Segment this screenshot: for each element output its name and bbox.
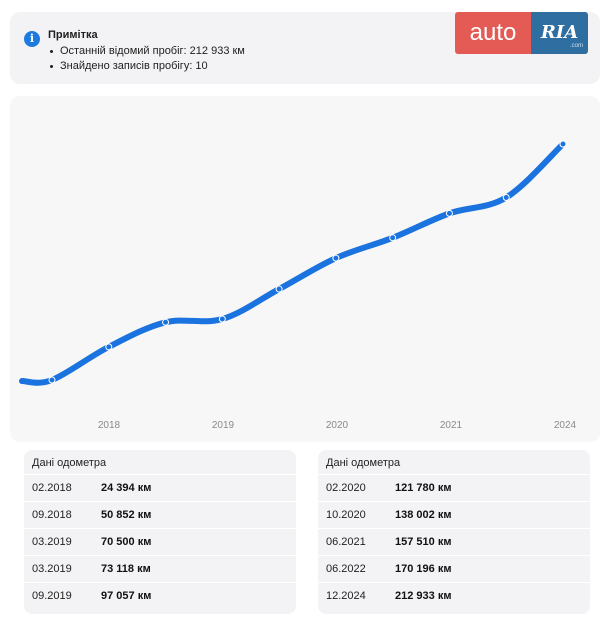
data-point-06.2021[interactable] — [445, 209, 453, 217]
table-row: 09.2019 97 057 км — [24, 582, 296, 609]
odometer-table-right: Дані одометра 02.2020 121 780 км 10.2020 1… — [318, 450, 590, 614]
note-item-last-mileage: Останній відомий пробіг: 212 933 км — [48, 44, 245, 59]
table-header: Дані одометра — [32, 457, 107, 469]
data-point-02.2018[interactable] — [48, 376, 56, 384]
x-tick-label: 2019 — [212, 420, 235, 431]
logo-ria-text: RIA .com — [531, 12, 588, 54]
row-date: 10.2020 — [326, 509, 366, 521]
table-row: 02.2018 24 394 км — [24, 474, 296, 501]
mileage-series-line — [19, 141, 566, 386]
table-row: 06.2022 170 196 км — [318, 555, 590, 582]
x-tick-label: 2021 — [440, 420, 463, 431]
row-mileage: 50 852 км — [101, 509, 152, 521]
table-row: 02.2020 121 780 км — [318, 474, 590, 501]
data-point-06.2022[interactable] — [502, 193, 510, 201]
mileage-chart: 2018 2019 2020 2021 2024 — [10, 96, 600, 442]
odometer-table-left: Дані одометра 02.2018 24 394 км 09.2018 50… — [24, 450, 296, 614]
data-point-09.2019[interactable] — [275, 285, 283, 293]
data-point-12.2024[interactable] — [559, 140, 567, 148]
row-date: 02.2018 — [32, 482, 72, 494]
row-date: 12.2024 — [326, 590, 366, 602]
table-row: 03.2019 73 118 км — [24, 555, 296, 582]
row-mileage: 170 196 км — [395, 563, 452, 575]
row-date: 09.2019 — [32, 590, 72, 602]
mileage-points — [48, 140, 567, 384]
row-mileage: 212 933 км — [395, 590, 452, 602]
note-title: Примітка — [48, 29, 98, 41]
logo-com-text: .com — [569, 43, 583, 49]
row-mileage: 97 057 км — [101, 590, 152, 602]
table-row: 03.2019 70 500 км — [24, 528, 296, 555]
x-axis-ticks: 2018 2019 2020 2021 2024 — [98, 420, 577, 431]
note-item-records-count: Знайдено записів пробігу: 10 — [48, 59, 245, 74]
row-date: 03.2019 — [32, 563, 72, 575]
table-row: 06.2021 157 510 км — [318, 528, 590, 555]
table-row: 10.2020 138 002 км — [318, 501, 590, 528]
note-list: Останній відомий пробіг: 212 933 км Знай… — [48, 44, 245, 74]
row-date: 09.2018 — [32, 509, 72, 521]
x-tick-label: 2020 — [326, 420, 349, 431]
row-date: 03.2019 — [32, 536, 72, 548]
row-mileage: 121 780 км — [395, 482, 452, 494]
logo-ria-word: RIA — [540, 22, 579, 43]
row-mileage: 24 394 км — [101, 482, 152, 494]
data-point-03.2019[interactable] — [162, 318, 170, 326]
row-mileage: 157 510 км — [395, 536, 452, 548]
data-point-02.2020[interactable] — [332, 254, 340, 262]
data-point-09.2018[interactable] — [105, 343, 113, 351]
row-mileage: 138 002 км — [395, 509, 452, 521]
x-tick-label: 2018 — [98, 420, 121, 431]
row-date: 06.2021 — [326, 536, 366, 548]
table-header: Дані одометра — [326, 457, 401, 469]
info-icon: i — [24, 31, 40, 47]
data-point-10.2020[interactable] — [389, 234, 397, 242]
row-mileage: 70 500 км — [101, 536, 152, 548]
auto-ria-logo[interactable]: auto RIA .com — [455, 12, 588, 54]
row-date: 02.2020 — [326, 482, 366, 494]
table-row: 12.2024 212 933 км — [318, 582, 590, 609]
row-mileage: 73 118 км — [101, 563, 151, 575]
logo-auto-text: auto — [455, 12, 531, 54]
x-tick-label: 2024 — [554, 420, 577, 431]
mileage-chart-svg: 2018 2019 2020 2021 2024 — [19, 140, 577, 431]
table-row: 09.2018 50 852 км — [24, 501, 296, 528]
data-point-03.2019[interactable] — [218, 315, 226, 323]
row-date: 06.2022 — [326, 563, 366, 575]
